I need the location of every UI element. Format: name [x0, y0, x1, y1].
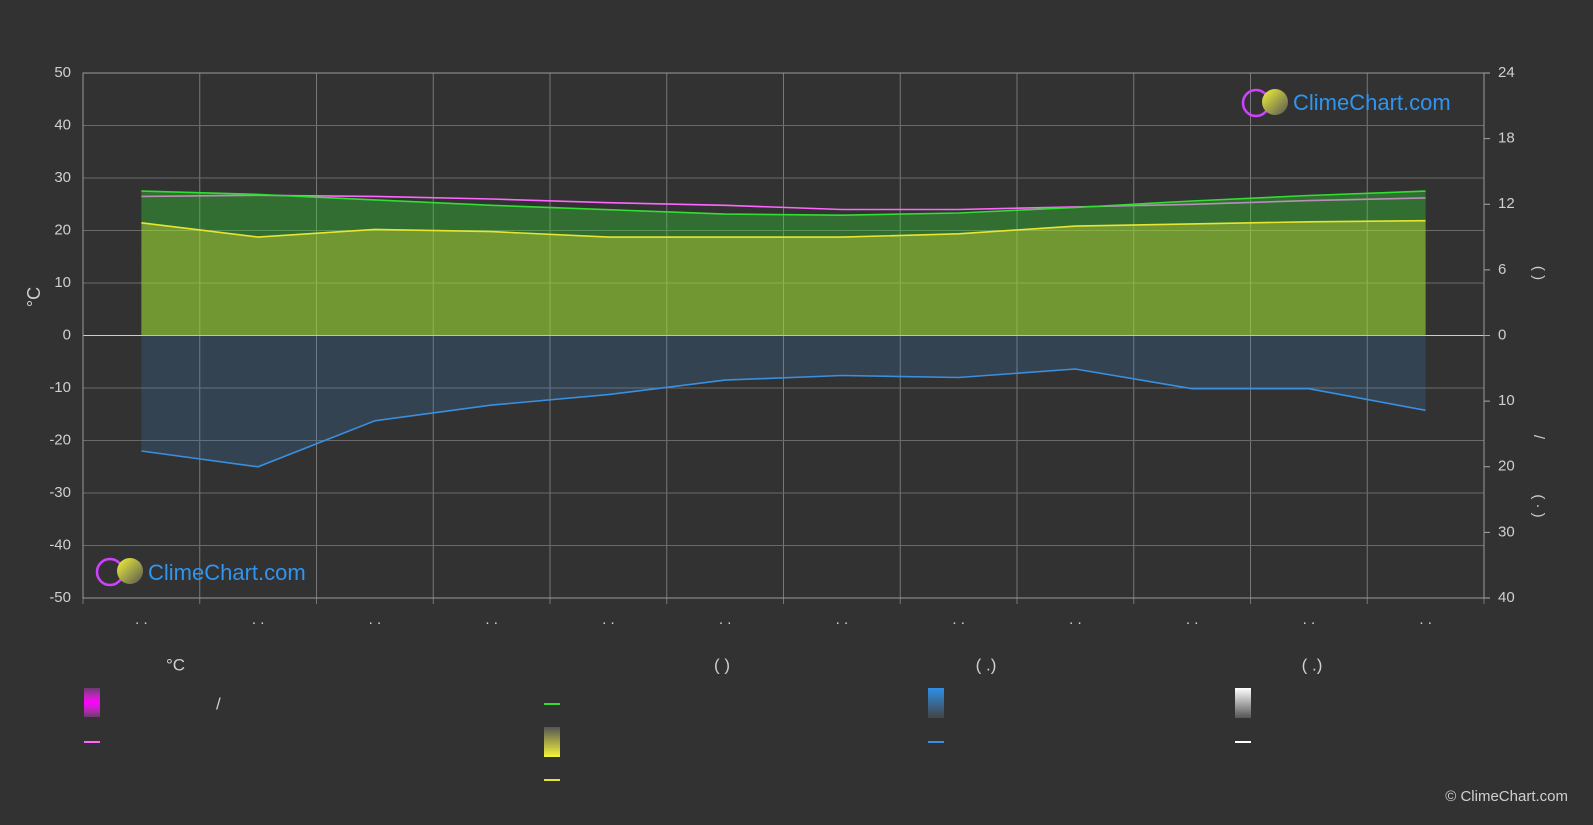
series-area: [141, 191, 1426, 336]
logo-sun: [117, 558, 143, 584]
series-line: [141, 368, 1426, 468]
series-area: [141, 220, 1426, 336]
y2-axis-title: ( ): [1530, 266, 1547, 280]
y3-tick-label: 10: [1498, 392, 1515, 409]
x-tick-label: . .: [1303, 611, 1316, 628]
y-tick-label: 50: [54, 64, 71, 81]
y2-tick-label: 0: [1498, 326, 1506, 343]
x-tick-label: . .: [602, 611, 615, 628]
y-tick-label: 10: [54, 274, 71, 291]
y2-tick-label: 12: [1498, 195, 1515, 212]
y-tick-label: 40: [54, 116, 71, 133]
series-area: [141, 335, 1426, 467]
x-tick-label: . .: [252, 611, 265, 628]
y-tick-label: -50: [49, 589, 71, 606]
y-tick-label: -10: [49, 379, 71, 396]
legend-swatch: [84, 688, 100, 717]
logo: ClimeChart.com: [95, 557, 306, 587]
x-tick-label: . .: [719, 611, 732, 628]
legend-header: ( .): [1302, 655, 1323, 674]
legend-label: /: [216, 694, 221, 713]
x-tick-label: . .: [1419, 611, 1432, 628]
logo-sun: [1262, 89, 1288, 115]
legend-swatch: [928, 688, 944, 718]
y3-axis-title: /: [1530, 435, 1547, 440]
y-tick-label: -40: [49, 536, 71, 553]
plot-frame: [82, 72, 1485, 599]
y2-tick-label: 6: [1498, 261, 1506, 278]
x-tick-label: . .: [1186, 611, 1199, 628]
y-tick-label: 0: [63, 326, 71, 343]
legend-swatch: [1235, 688, 1251, 718]
legend-header: ( .): [976, 655, 997, 674]
series-line: [141, 194, 1426, 211]
y3-tick-label: 40: [1498, 589, 1515, 606]
legend-header: °C: [166, 655, 185, 674]
series-line: [141, 219, 1426, 238]
y3-tick-label: 30: [1498, 523, 1515, 540]
y2-tick-label: 24: [1498, 64, 1515, 81]
legend-header: ( ): [714, 655, 730, 674]
series-line: [141, 190, 1426, 217]
x-tick-label: . .: [369, 611, 382, 628]
x-tick-label: . .: [1069, 611, 1082, 628]
x-tick-label: . .: [485, 611, 498, 628]
y-axis-title: °C: [24, 287, 44, 307]
y3-tick-label: 20: [1498, 458, 1515, 475]
legend-swatch: [544, 727, 560, 757]
y-tick-label: -20: [49, 431, 71, 448]
logo-text: ClimeChart.com: [148, 560, 306, 585]
y-tick-label: -30: [49, 484, 71, 501]
copyright: © ClimeChart.com: [1445, 788, 1568, 805]
y-tick-label: 30: [54, 169, 71, 186]
plot: -50 -40 -30 -20 -10 0 10 20 30 40 50 0 6 12 18 24 10 20 30…: [49, 64, 1514, 628]
y2-tick-label: 18: [1498, 130, 1515, 147]
x-tick-label: . .: [135, 611, 148, 628]
logo-text: ClimeChart.com: [1293, 90, 1451, 115]
x-tick-label: . .: [836, 611, 849, 628]
y3-axis-title: ( · ): [1530, 494, 1547, 517]
y-tick-label: 20: [54, 221, 71, 238]
logo: ClimeChart.com: [1241, 88, 1451, 118]
x-tick-label: . .: [952, 611, 965, 628]
